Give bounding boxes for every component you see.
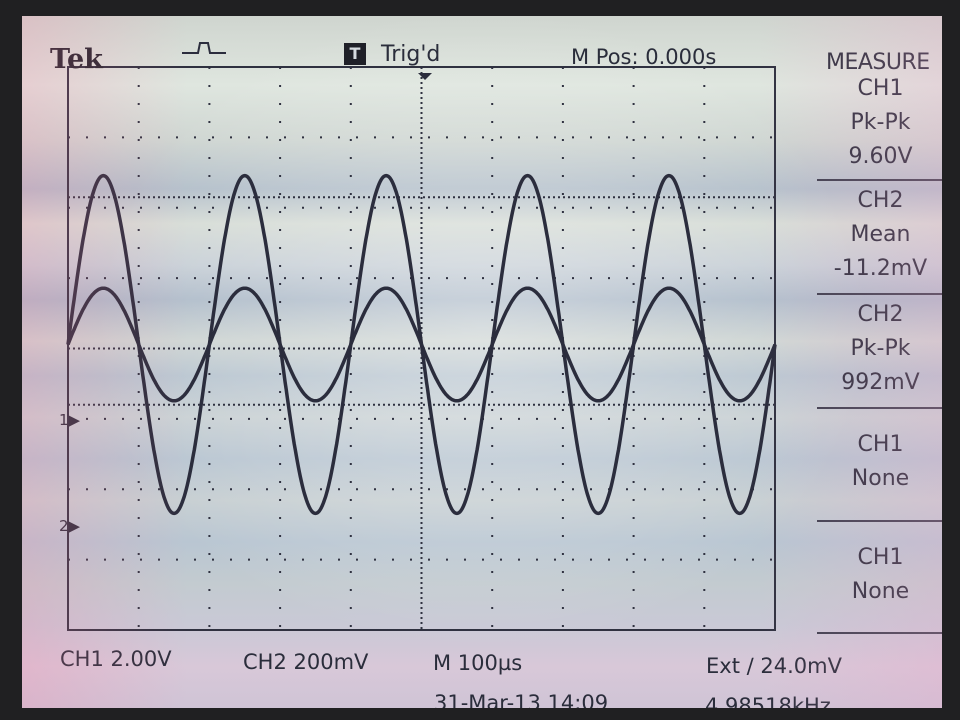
measurement-type: Pk-Pk bbox=[850, 110, 911, 135]
measurement-channel: CH1 bbox=[857, 432, 904, 457]
ch1-ground-marker: 1▶ bbox=[59, 411, 81, 429]
measurement-channel: CH2 bbox=[857, 188, 904, 213]
waveform-display bbox=[66, 42, 777, 631]
menu-title: MEASURE bbox=[826, 50, 930, 75]
measurement-channel: CH1 bbox=[857, 545, 904, 570]
measurement-slot-4[interactable]: CH1 None bbox=[817, 428, 942, 496]
oscilloscope-screen: Tek T Trig'd M Pos: 0.000s MEASURE CH1 P… bbox=[22, 16, 942, 708]
menu-separator bbox=[817, 179, 942, 181]
ch1-volts-per-div: CH1 2.00V bbox=[60, 647, 172, 671]
measurement-type: None bbox=[851, 579, 910, 604]
trigger-indicator-box: T bbox=[344, 43, 366, 65]
measurement-channel: CH1 bbox=[857, 76, 904, 101]
measurement-value: -11.2mV bbox=[833, 256, 928, 281]
trigger-frequency: 4.98518kHz bbox=[705, 694, 831, 709]
measurement-value: 992mV bbox=[841, 370, 920, 395]
measurement-type: None bbox=[851, 466, 910, 491]
measurement-type: Mean bbox=[850, 222, 911, 247]
brand-logo: Tek bbox=[50, 44, 103, 75]
measurement-channel: CH2 bbox=[857, 302, 904, 327]
measurement-type: Pk-Pk bbox=[850, 336, 911, 361]
date-time: 31-Mar-13 14:09 bbox=[434, 691, 609, 709]
menu-separator bbox=[817, 293, 942, 295]
measurement-slot-2[interactable]: CH2 Mean -11.2mV bbox=[817, 184, 942, 286]
horizontal-position: M Pos: 0.000s bbox=[571, 45, 717, 69]
waveform-traces bbox=[66, 173, 777, 516]
trigger-status: Trig'd bbox=[381, 42, 441, 67]
measurement-slot-5[interactable]: CH1 None bbox=[817, 541, 942, 609]
timebase: M 100µs bbox=[433, 651, 523, 675]
menu-separator bbox=[817, 407, 942, 409]
trigger-setting: Ext ∕ 24.0mV bbox=[706, 654, 842, 678]
measurement-value: 9.60V bbox=[848, 144, 913, 169]
menu-separator bbox=[817, 520, 942, 522]
pulse-icon bbox=[182, 42, 226, 54]
ch2-ground-marker: 2▶ bbox=[59, 517, 81, 535]
trigger-position-marker bbox=[418, 73, 432, 80]
measurement-slot-3[interactable]: CH2 Pk-Pk 992mV bbox=[817, 298, 942, 400]
measurement-slot-1[interactable]: CH1 Pk-Pk 9.60V bbox=[817, 72, 942, 174]
ch2-volts-per-div: CH2 200mV bbox=[243, 650, 369, 674]
menu-separator bbox=[817, 632, 942, 634]
trace-ch2 bbox=[66, 286, 777, 403]
